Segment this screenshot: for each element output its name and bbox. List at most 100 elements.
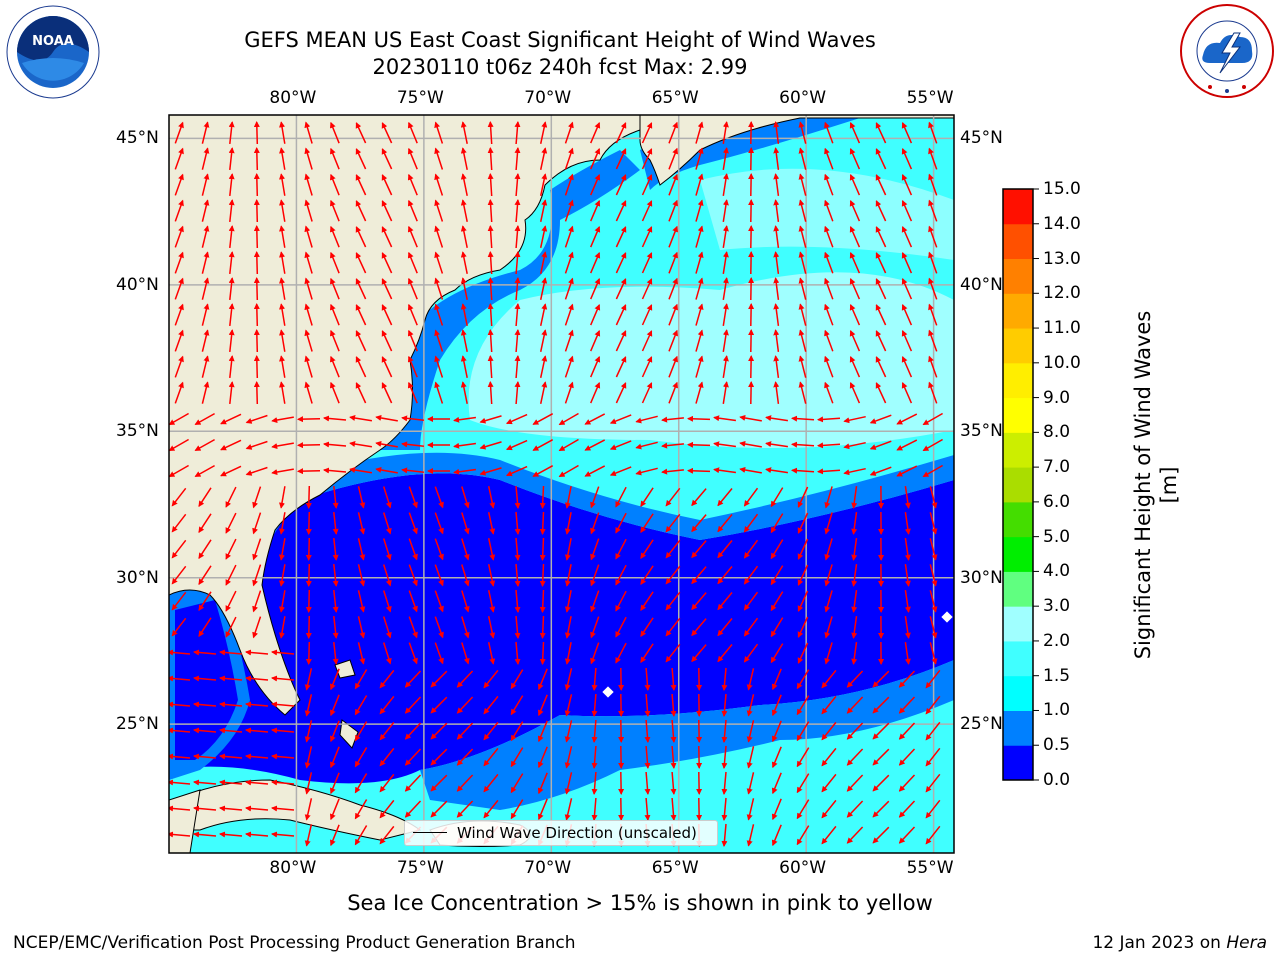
wave-direction-arrow (434, 564, 444, 587)
wave-direction-arrow (564, 121, 574, 144)
wave-direction-arrow (169, 464, 189, 478)
wave-direction-arrow (271, 416, 294, 423)
wave-direction-arrow (514, 277, 521, 301)
wave-direction-arrow (169, 805, 191, 812)
wave-direction-arrow (796, 747, 810, 768)
wave-direction-arrow (228, 121, 235, 144)
wave-direction-arrow (201, 251, 210, 274)
wave-direction-arrow (901, 173, 913, 196)
wave-direction-arrow (687, 467, 711, 474)
wave-direction-arrow (721, 667, 728, 691)
wave-direction-arrow (539, 251, 548, 274)
wave-direction-arrow (379, 747, 395, 767)
wave-direction-arrow (407, 355, 418, 378)
wave-direction-arrow (668, 251, 678, 274)
wave-direction-arrow (668, 199, 678, 222)
wave-direction-arrow (245, 831, 269, 838)
wave-direction-arrow (717, 514, 733, 533)
wave-direction-arrow (329, 199, 340, 222)
wave-direction-arrow (687, 415, 711, 422)
wave-direction-arrow (928, 303, 938, 326)
wave-direction-arrow (558, 438, 579, 452)
wave-direction-arrow (434, 355, 444, 378)
colorbar-segment (1003, 745, 1033, 781)
wave-direction-arrow (279, 538, 286, 561)
wave-direction-arrow (695, 303, 704, 326)
wave-direction-arrow (898, 748, 916, 766)
wave-direction-arrow (539, 329, 548, 352)
wave-direction-arrow (304, 824, 313, 847)
wave-direction-arrow (329, 720, 340, 743)
wave-direction-arrow (198, 617, 212, 638)
wave-direction-arrow (928, 147, 938, 170)
footer-host: Hera (1226, 933, 1267, 953)
wave-direction-arrow (245, 805, 269, 812)
wave-direction-arrow (408, 590, 418, 613)
wave-direction-arrow (591, 797, 598, 821)
wave-direction-arrow (721, 797, 728, 821)
wave-direction-arrow (430, 722, 448, 740)
wave-direction-arrow (925, 721, 941, 741)
colorbar-tick-label: 3.0 (1043, 596, 1071, 617)
wave-direction-arrow (746, 720, 755, 743)
wave-direction-arrow (773, 173, 780, 196)
wave-direction-arrow (225, 486, 237, 508)
wave-direction-arrow (461, 590, 470, 613)
wave-direction-arrow (771, 824, 782, 847)
wave-direction-arrow (487, 616, 496, 639)
wave-direction-arrow (640, 591, 654, 612)
wave-band-0-5-1m-south (240, 452, 954, 560)
wave-direction-arrow (245, 779, 269, 786)
wave-direction-arrow (539, 381, 548, 404)
wave-direction-arrow (252, 512, 262, 535)
map-legend: Wind Wave Direction (unscaled) (404, 820, 718, 846)
wave-direction-arrow (922, 464, 943, 478)
wave-direction-arrow (305, 589, 312, 613)
wave-direction-arrow (461, 616, 470, 639)
wave-direction-arrow (851, 641, 858, 665)
wave-direction-arrow (901, 381, 913, 404)
wave-direction-arrow (219, 753, 243, 760)
wave-direction-arrow (483, 799, 499, 819)
wave-direction-arrow (797, 538, 809, 560)
wave-direction-arrow (514, 589, 521, 613)
wave-direction-arrow (453, 416, 477, 423)
footer-credit: NCEP/EMC/Verification Post Processing Pr… (13, 933, 576, 953)
wave-direction-arrow (304, 329, 313, 352)
wave-direction-arrow (514, 199, 521, 223)
wave-direction-arrow (407, 147, 418, 170)
wave-direction-arrow (382, 512, 392, 535)
wave-direction-arrow (590, 538, 600, 561)
wave-direction-arrow (796, 721, 810, 742)
wave-direction-arrow (404, 748, 422, 766)
wave-direction-arrow (271, 779, 295, 786)
wave-direction-arrow (456, 670, 474, 688)
wave-direction-arrow (252, 616, 262, 639)
wave-direction-arrow (228, 199, 235, 222)
wave-direction-arrow (743, 565, 759, 585)
wave-direction-arrow (798, 147, 807, 170)
wave-direction-arrow (929, 512, 938, 535)
wave-direction-arrow (771, 746, 782, 769)
wave-direction-arrow (487, 642, 496, 665)
wave-direction-arrow (635, 441, 658, 450)
wave-direction-arrow (198, 513, 212, 534)
wave-direction-arrow (615, 278, 627, 300)
wave-direction-arrow (460, 199, 468, 222)
wave-direction-arrow (641, 200, 653, 222)
wave-direction-arrow (928, 199, 938, 222)
wave-direction-arrow (539, 641, 546, 665)
wave-direction-arrow (357, 642, 366, 665)
wave-direction-arrow (591, 745, 598, 769)
colorbar-segment (1003, 710, 1033, 746)
wave-direction-arrow (271, 831, 295, 838)
wave-direction-arrow (381, 226, 393, 248)
wave-direction-arrow (791, 467, 815, 474)
wave-direction-arrow (252, 564, 262, 587)
wave-direction-arrow (354, 747, 368, 768)
wave-direction-arrow (539, 589, 546, 613)
colorbar-segment (1003, 501, 1033, 538)
wave-direction-arrow (770, 643, 784, 664)
chart-subtitle: 20230110 t06z 240h fcst Max: 2.99 (372, 55, 748, 79)
wave-direction-arrow (641, 122, 653, 144)
